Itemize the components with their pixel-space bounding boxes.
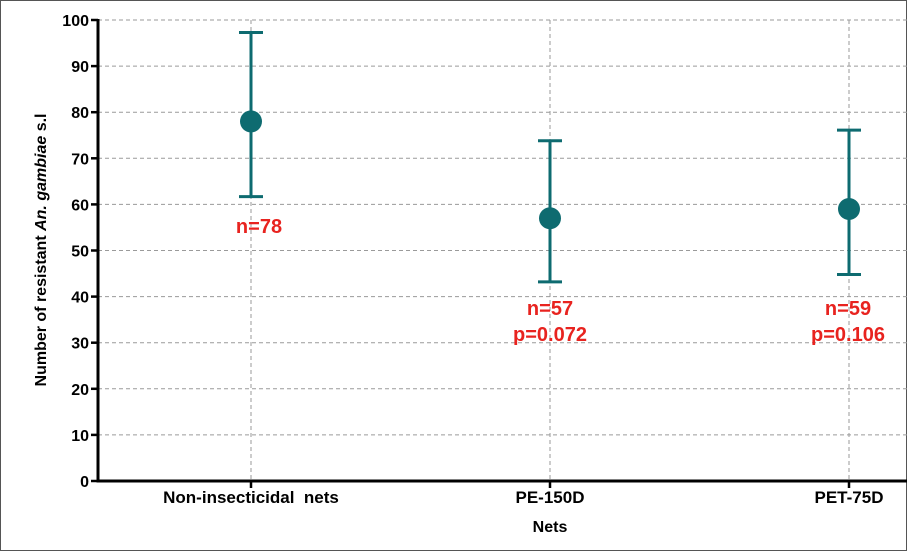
data-point	[838, 198, 860, 220]
y-axis-title-suffix: s.l	[33, 114, 50, 136]
data-point	[240, 110, 262, 132]
y-tick-label: 30	[71, 336, 89, 353]
data-annotation: n=57	[527, 298, 573, 320]
y-tick-label: 20	[71, 382, 89, 399]
data-annotation: p=0.106	[811, 324, 885, 346]
y-axis-title-italic: An. gambiae	[33, 136, 50, 232]
data-annotation: n=59	[825, 298, 871, 320]
y-tick-label: 60	[71, 197, 89, 214]
y-tick-label: 0	[80, 474, 89, 491]
data-point	[539, 207, 561, 229]
x-tick-label: PET-75D	[815, 488, 884, 507]
y-tick-label: 80	[71, 105, 89, 122]
y-tick-label: 50	[71, 244, 89, 261]
y-tick-label: 100	[62, 13, 89, 30]
y-axis-title-prefix: Number of resistant	[33, 231, 50, 387]
y-tick-label: 90	[71, 59, 89, 76]
y-tick-label: 70	[71, 151, 89, 168]
x-tick-label: Non-insecticidal nets	[163, 488, 339, 507]
y-axis-title: Number of resistant An. gambiae s.l	[33, 114, 50, 387]
y-tick-label: 10	[71, 428, 89, 445]
data-annotation: n=78	[236, 216, 282, 238]
x-tick-label: PE-150D	[516, 488, 585, 507]
x-axis-title: Nets	[533, 519, 568, 536]
data-annotation: p=0.072	[513, 324, 587, 346]
y-tick-label: 40	[71, 290, 89, 307]
